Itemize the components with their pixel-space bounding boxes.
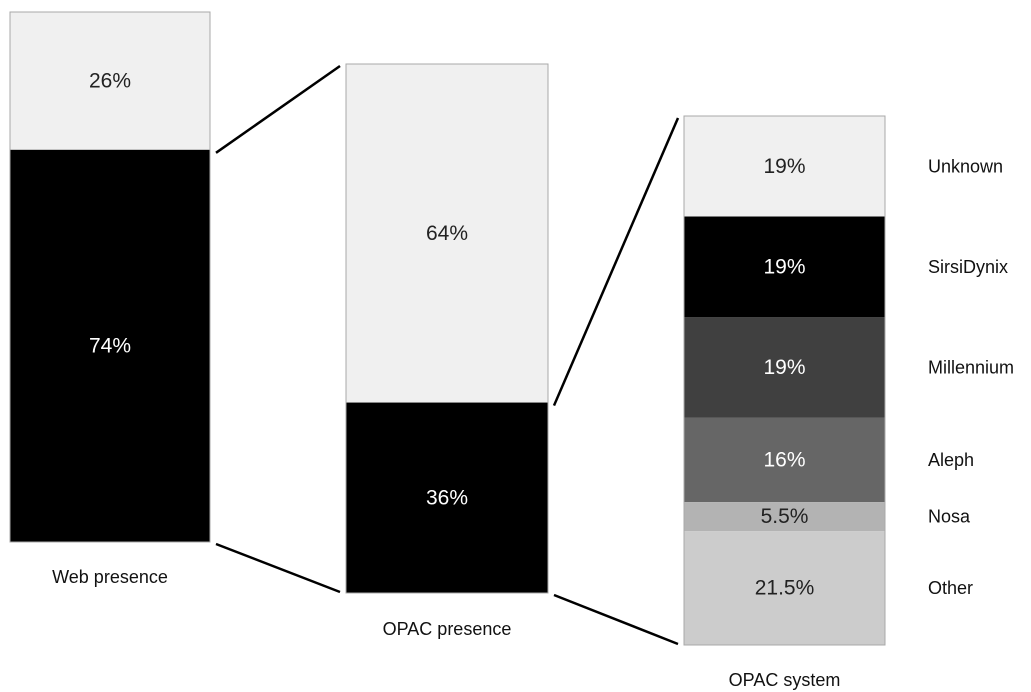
data-label: 19% <box>763 155 805 178</box>
bar-segment <box>684 531 885 645</box>
bar-segment <box>684 502 885 532</box>
stacked-bar-3: 19% Unknown 19% SirsiDynix 19% Millennium 16% A… <box>683 115 1014 690</box>
stacked-bar-1: 26% 74% Web presence <box>9 11 211 587</box>
bar-title: OPAC system <box>729 670 841 690</box>
bar-segment <box>684 216 885 318</box>
bar-segment <box>684 317 885 418</box>
category-label: Unknown <box>928 156 1003 176</box>
connector-line-bottom <box>215 542 341 594</box>
data-label: 74% <box>89 334 131 357</box>
category-label: Nosa <box>928 507 971 527</box>
data-label: 26% <box>89 69 131 92</box>
bar-title: OPAC presence <box>383 619 512 639</box>
data-label: 19% <box>763 255 805 278</box>
category-label: Other <box>928 578 973 598</box>
category-label: Aleph <box>928 450 974 470</box>
data-label: 16% <box>763 448 805 471</box>
bar-outline <box>683 115 886 646</box>
bar-outline <box>345 63 549 594</box>
connector-line-bottom <box>553 593 679 646</box>
stacked-bar-2: 64% 36% OPAC presence <box>345 63 549 639</box>
data-label: 36% <box>426 486 468 509</box>
bar-title: Web presence <box>52 567 168 587</box>
category-label: SirsiDynix <box>928 257 1008 277</box>
data-label: 64% <box>426 222 468 245</box>
bar-outline <box>9 11 211 543</box>
data-label: 21.5% <box>755 577 815 600</box>
category-label: Millennium <box>928 357 1014 377</box>
data-label: 5.5% <box>761 505 809 528</box>
connector-line-top <box>552 117 680 407</box>
bar-segment <box>10 149 210 543</box>
bar-segment <box>346 64 548 403</box>
bar-segment <box>684 417 885 503</box>
bar-segment <box>10 12 210 150</box>
connector-line-top <box>215 64 341 154</box>
bar-segment <box>684 116 885 217</box>
bar-segment <box>346 402 548 593</box>
data-label: 19% <box>763 356 805 379</box>
